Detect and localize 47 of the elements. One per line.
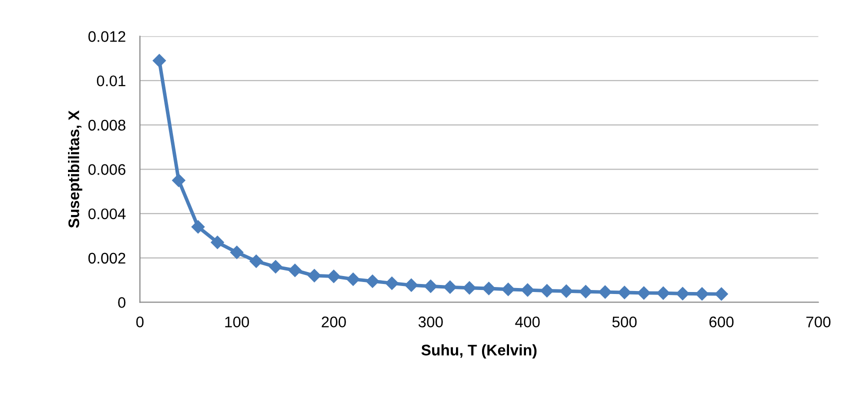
point [598,285,612,299]
point [152,54,166,68]
y-axis-title: Suseptibilitas, X [68,110,82,228]
point [288,264,302,277]
y-tick-label: 0 [118,297,126,308]
point [404,278,418,292]
point [676,287,690,300]
point [482,282,496,296]
y-tick-label: 0.012 [88,31,126,42]
y-tick-label: 0.006 [88,164,126,175]
y-tick-label: 0.008 [88,120,126,131]
y-tick-label: 0.002 [88,252,126,264]
point [695,287,709,300]
point [656,286,670,300]
point [714,287,728,301]
point [462,281,476,294]
point [637,286,650,300]
point [269,260,282,274]
point [385,276,398,290]
point [308,269,321,282]
x-tick-label: 400 [515,316,540,328]
point [424,280,438,293]
point [210,236,224,249]
x-axis-title: Suhu, T (Kelvin) [421,344,537,359]
point [327,270,340,283]
point [250,254,263,268]
point [172,174,186,187]
point [191,220,205,234]
point [366,274,380,288]
point [560,284,573,298]
x-tick-label: 200 [322,316,346,328]
point [443,280,457,294]
point [346,272,360,286]
point [540,284,554,298]
x-tick-label: 0 [136,316,144,328]
point [502,282,515,296]
point [520,283,534,297]
y-tick-label: 0.01 [96,75,126,86]
x-tick-label: 300 [418,316,443,328]
x-tick-label: 600 [709,316,734,328]
y-tick-label: 0.004 [88,208,126,220]
x-tick-label: 100 [225,316,249,328]
point [618,286,632,300]
x-tick-label: 500 [612,316,637,328]
point [579,285,592,298]
point [230,246,244,259]
x-tick-label: 700 [806,316,830,328]
